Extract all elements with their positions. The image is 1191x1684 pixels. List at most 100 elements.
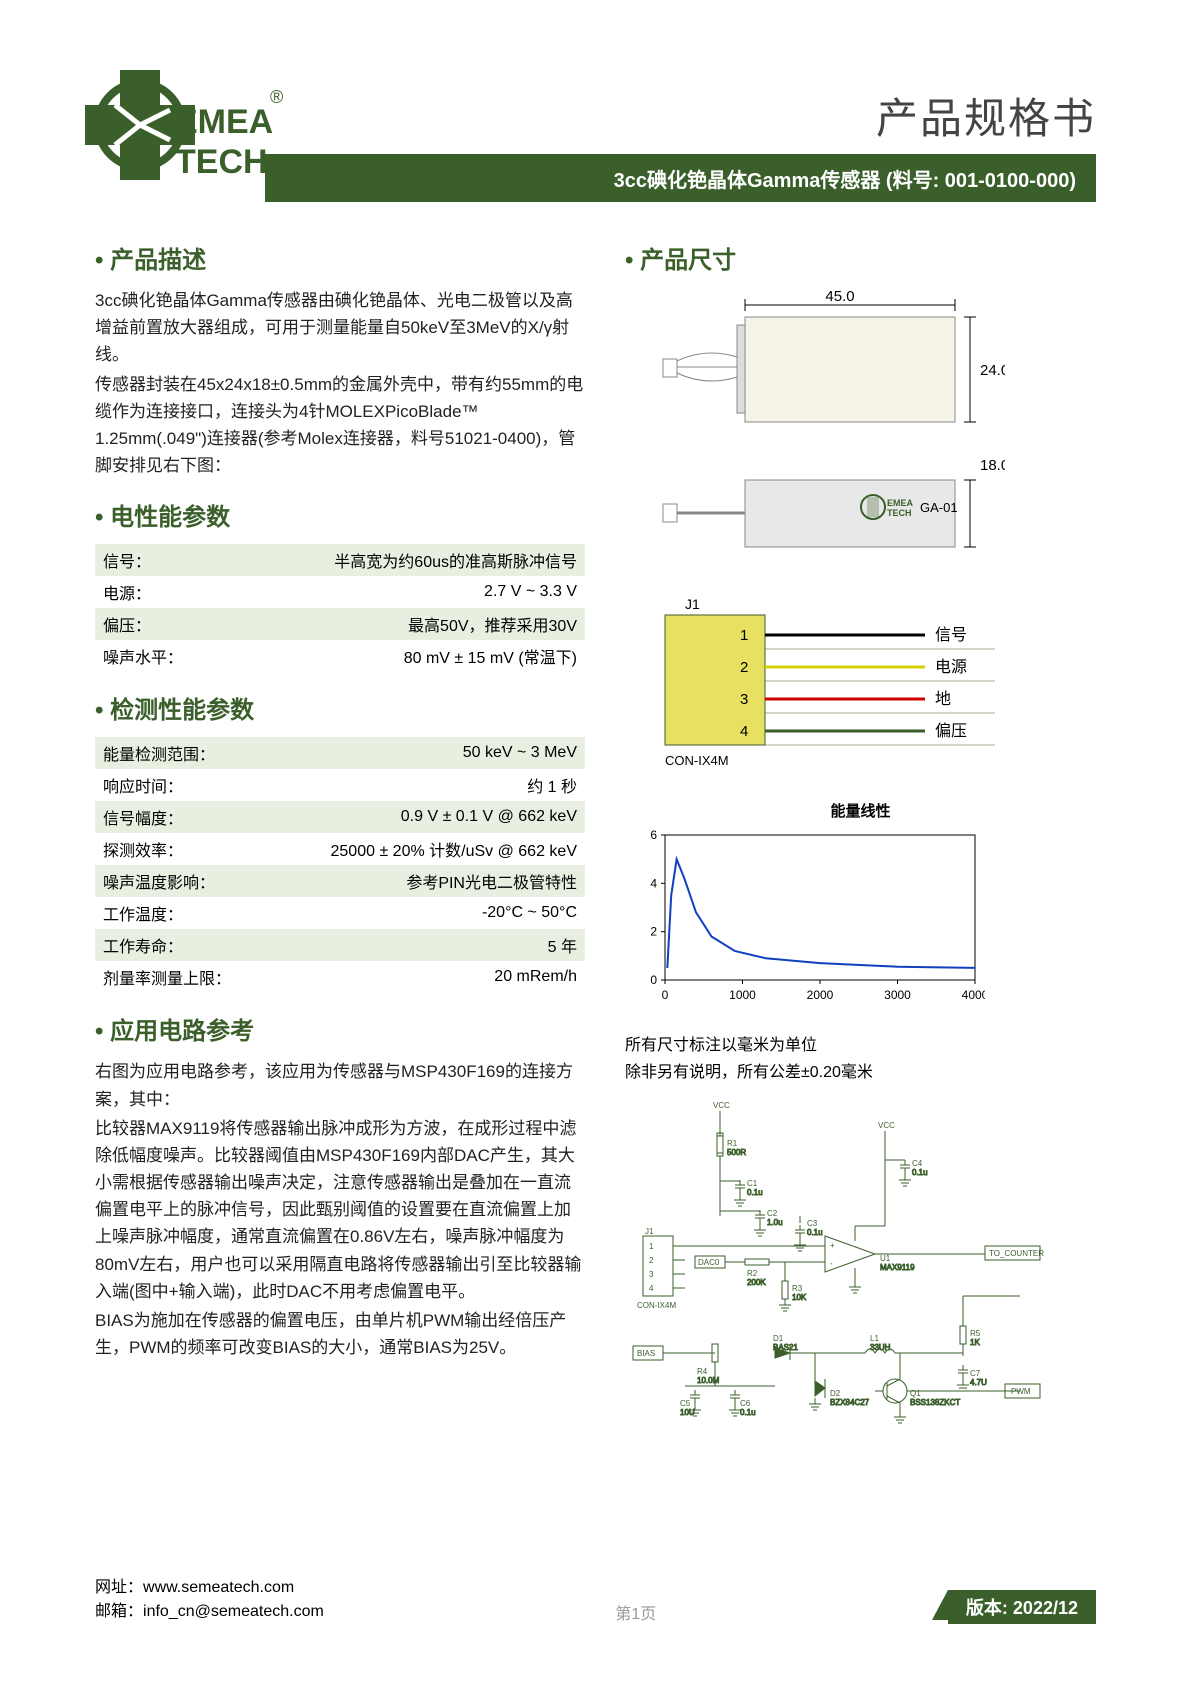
svg-text:0: 0 (662, 988, 669, 1002)
brand-logo: EMEA ® TECH (75, 55, 285, 210)
svg-text:Q1BSS138ZKCT: Q1BSS138ZKCT (910, 1389, 960, 1407)
version-badge: 版本: 2022/12 (948, 1590, 1096, 1624)
param-value: 5 年 (291, 929, 585, 961)
param-key: 剂量率测量上限： (95, 961, 291, 993)
param-value: 最高50V，推荐采用30V (291, 608, 585, 640)
footer-contact: 网址：www.semeatech.com 邮箱：info_cn@semeatec… (95, 1576, 324, 1624)
svg-text:2: 2 (650, 925, 657, 939)
svg-text:EMEA: EMEA (887, 498, 914, 508)
table-row: 探测效率：25000 ± 20% 计数/uSv @ 662 keV (95, 833, 585, 865)
svg-text:J1: J1 (685, 596, 700, 612)
param-key: 信号幅度： (95, 801, 291, 833)
pinout-diagram: J11信号2电源3地4偏压CON-IX4M (625, 595, 1096, 780)
svg-text:6: 6 (650, 828, 657, 842)
svg-text:C21.0u: C21.0u (767, 1209, 783, 1227)
dim-height: 24.0 (980, 362, 1005, 379)
svg-text:C40.1u: C40.1u (912, 1159, 928, 1177)
svg-text:3: 3 (649, 1270, 654, 1279)
param-value: 半高宽为约60us的准高斯脉冲信号 (291, 544, 585, 576)
product-title: 3cc碘化铯晶体Gamma传感器 (料号: 001-0100-000) (614, 164, 1076, 193)
table-row: 工作温度：-20°C ~ 50°C (95, 897, 585, 929)
chart-title: 能量线性 (625, 800, 1096, 821)
table-row: 电源：2.7 V ~ 3.3 V (95, 576, 585, 608)
dim-width: 45.0 (825, 288, 854, 305)
left-column: 产品描述 3cc碘化铯晶体Gamma传感器由碘化铯晶体、光电二极管以及高增益前置… (95, 230, 585, 1461)
table-row: 响应时间：约 1 秒 (95, 769, 585, 801)
svg-text:3000: 3000 (884, 988, 911, 1002)
param-value: 参考PIN光电二极管特性 (291, 865, 585, 897)
svg-text:D1BAS21: D1BAS21 (773, 1334, 798, 1352)
svg-text:L133UH: L133UH (870, 1334, 891, 1352)
svg-text:4: 4 (650, 876, 657, 890)
description-text: 3cc碘化铯晶体Gamma传感器由碘化铯晶体、光电二极管以及高增益前置放大器组成… (95, 287, 585, 479)
dim-depth: 18.0 (980, 457, 1005, 474)
svg-text:4: 4 (740, 723, 748, 740)
param-key: 响应时间： (95, 769, 291, 801)
section-detect-title: 检测性能参数 (95, 690, 585, 725)
detect-params-table: 能量检测范围：50 keV ~ 3 MeV响应时间：约 1 秒信号幅度：0.9 … (95, 737, 585, 993)
header: EMEA ® TECH 产品规格书 3cc碘化铯晶体Gamma传感器 (料号: … (95, 85, 1096, 202)
dimension-side-view: 18.0 EMEA TECH GA-01 (625, 452, 1096, 567)
dimension-top-view: 45.0 24.0 (625, 287, 1096, 442)
param-key: 工作寿命： (95, 929, 291, 961)
svg-text:2000: 2000 (807, 988, 834, 1002)
table-row: 噪声温度影响：参考PIN光电二极管特性 (95, 865, 585, 897)
svg-text:VCC: VCC (713, 1101, 730, 1110)
svg-text:信号: 信号 (935, 626, 967, 644)
param-key: 能量检测范围： (95, 737, 291, 769)
elec-params-table: 信号：半高宽为约60us的准高斯脉冲信号电源：2.7 V ~ 3.3 V偏压：最… (95, 544, 585, 672)
svg-text:TECH: TECH (175, 143, 268, 181)
svg-text:C510U: C510U (680, 1399, 695, 1417)
param-key: 偏压： (95, 608, 291, 640)
table-row: 噪声水平：80 mV ± 15 mV (常温下) (95, 640, 585, 672)
footer-web-key: 网址： (95, 1579, 143, 1596)
svg-text:EMEA: EMEA (175, 103, 273, 141)
right-column: 产品尺寸 45.0 24.0 18.0 (625, 230, 1096, 1461)
svg-text:电源: 电源 (935, 658, 967, 676)
svg-text:D2BZX84C27: D2BZX84C27 (830, 1389, 870, 1407)
svg-text:VCC: VCC (878, 1121, 895, 1130)
param-value: 2.7 V ~ 3.3 V (291, 576, 585, 608)
svg-text:偏压: 偏压 (935, 722, 967, 740)
svg-text:R51K: R51K (970, 1329, 981, 1347)
svg-text:4000: 4000 (962, 988, 985, 1002)
section-dim-title: 产品尺寸 (625, 240, 1096, 275)
svg-text:TO_COUNTER: TO_COUNTER (989, 1249, 1044, 1258)
svg-text:1: 1 (740, 627, 748, 644)
section-description-title: 产品描述 (95, 240, 585, 275)
svg-text:1: 1 (649, 1242, 654, 1251)
svg-text:R1500R: R1500R (727, 1139, 746, 1157)
svg-text:®: ® (270, 87, 283, 107)
svg-text:J1: J1 (645, 1227, 654, 1236)
svg-text:1000: 1000 (729, 988, 756, 1002)
param-value: 50 keV ~ 3 MeV (291, 737, 585, 769)
table-row: 能量检测范围：50 keV ~ 3 MeV (95, 737, 585, 769)
svg-text:0: 0 (650, 973, 657, 987)
svg-text:CON-IX4M: CON-IX4M (637, 1301, 676, 1310)
param-value: 约 1 秒 (291, 769, 585, 801)
svg-text:地: 地 (935, 690, 951, 708)
svg-text:TECH: TECH (887, 508, 912, 518)
section-elec-title: 电性能参数 (95, 497, 585, 532)
svg-text:4: 4 (649, 1284, 654, 1293)
param-value: 0.9 V ± 0.1 V @ 662 keV (291, 801, 585, 833)
table-row: 偏压：最高50V，推荐采用30V (95, 608, 585, 640)
footer-web-value: www.semeatech.com (143, 1579, 294, 1596)
svg-text:PWM: PWM (1011, 1387, 1031, 1396)
svg-text:-: - (830, 1259, 833, 1268)
svg-text:R310K: R310K (792, 1284, 807, 1302)
param-key: 探测效率： (95, 833, 291, 865)
param-key: 噪声水平： (95, 640, 291, 672)
svg-text:BIAS: BIAS (637, 1349, 655, 1358)
svg-text:C30.1u: C30.1u (807, 1219, 823, 1237)
svg-text:3: 3 (740, 691, 748, 708)
footer-mail-value: info_cn@semeatech.com (143, 1603, 324, 1620)
page-number: 第1页 (615, 1600, 656, 1624)
svg-text:+: + (830, 1241, 835, 1250)
param-value: 80 mV ± 15 mV (常温下) (291, 640, 585, 672)
param-value: 25000 ± 20% 计数/uSv @ 662 keV (291, 833, 585, 865)
circuit-text: 右图为应用电路参考，该应用为传感器与MSP430F169的连接方案，其中：比较器… (95, 1058, 585, 1361)
svg-text:C74.7U: C74.7U (970, 1369, 987, 1387)
param-key: 电源： (95, 576, 291, 608)
svg-text:C60.1u: C60.1u (740, 1399, 756, 1417)
